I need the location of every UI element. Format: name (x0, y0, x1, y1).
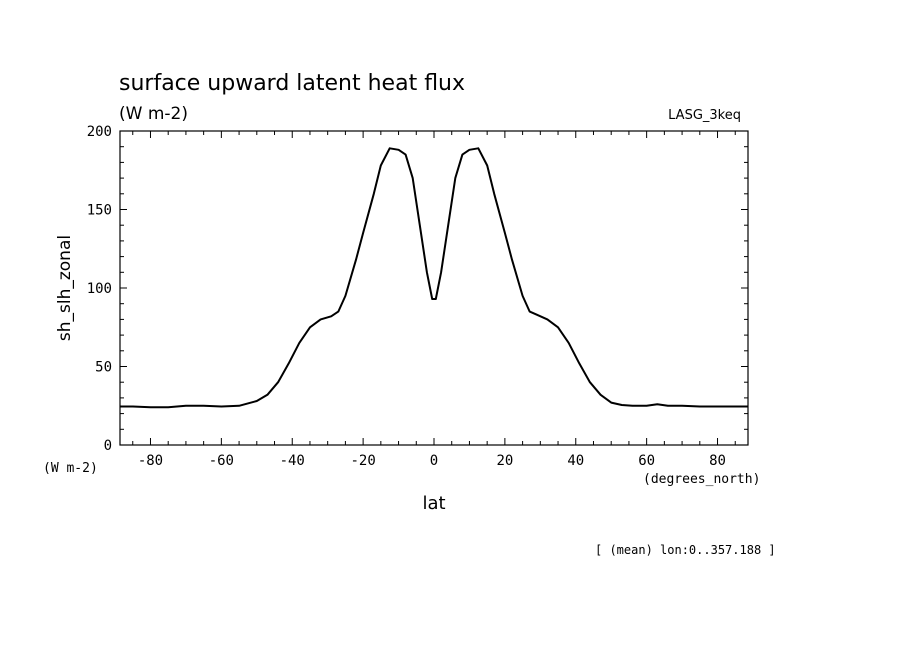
series-line (120, 147, 748, 409)
x-tick-label: 40 (567, 453, 584, 469)
chart-subtitle: (W m-2) (119, 104, 188, 124)
chart-title: surface upward latent heat flux (119, 71, 465, 96)
x-tick-label: 80 (709, 453, 726, 469)
x-tick-label: -60 (209, 453, 234, 469)
y-tick-labels: 0 50 100 150 200 (87, 124, 112, 454)
y-axis-ticks (120, 130, 748, 446)
x-tick-label: -80 (138, 453, 163, 469)
x-axis-ticks (132, 131, 736, 445)
y-tick-label: 100 (87, 281, 112, 297)
x-tick-labels: -80 -60 -40 -20 0 20 40 60 80 (138, 453, 726, 469)
x-axis-units: (degrees_north) (643, 472, 760, 487)
x-tick-label: 20 (496, 453, 513, 469)
y-axis-label: sh_slh_zonal (55, 235, 75, 341)
y-tick-label: 50 (95, 360, 112, 376)
y-axis-units: (W m-2) (43, 461, 98, 476)
x-tick-label: -40 (280, 453, 305, 469)
x-tick-label: -20 (350, 453, 375, 469)
y-tick-label: 200 (87, 124, 112, 140)
plot-frame (119, 130, 749, 446)
y-tick-label: 150 (87, 203, 112, 219)
x-tick-label: 0 (430, 453, 438, 469)
footnote: [ (mean) lon:0..357.188 ] (595, 543, 776, 557)
x-tick-label: 60 (638, 453, 655, 469)
y-tick-label: 0 (104, 438, 112, 454)
x-axis-label: lat (422, 493, 445, 514)
dataset-label: LASG_3keq (668, 108, 741, 123)
